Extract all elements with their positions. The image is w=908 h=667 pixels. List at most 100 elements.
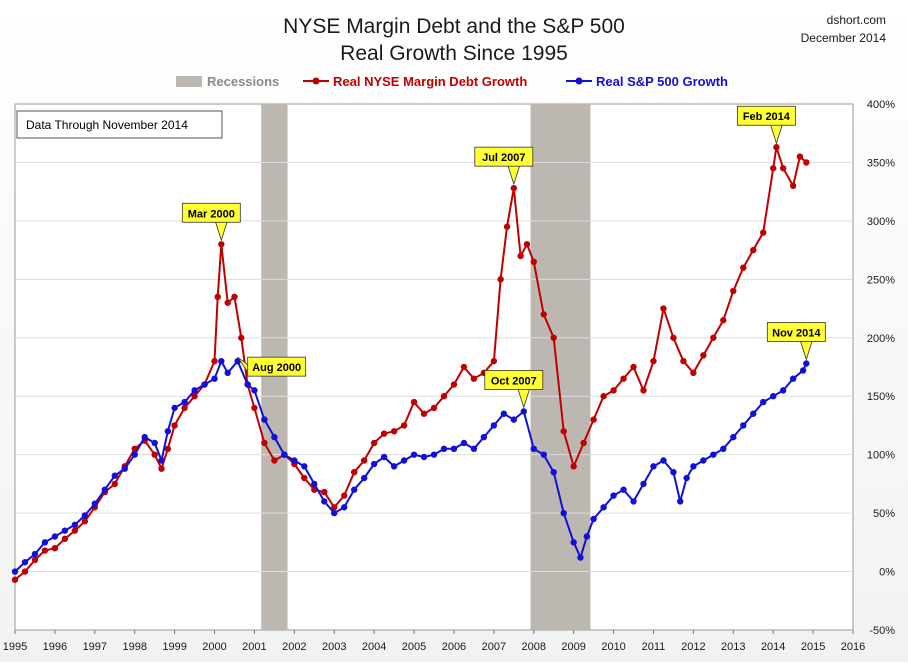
point-sp500 — [670, 469, 677, 476]
point-margin — [620, 375, 627, 382]
x-tick-label: 1996 — [43, 641, 67, 653]
point-sp500 — [181, 398, 188, 406]
point-margin — [710, 334, 717, 341]
point-margin — [238, 334, 245, 341]
point-sp500 — [101, 486, 108, 493]
y-tick-label: 150% — [867, 391, 895, 403]
point-margin — [214, 293, 221, 301]
y-tick-label: 100% — [867, 450, 895, 462]
point-sp500 — [600, 504, 607, 511]
point-sp500 — [799, 367, 807, 374]
point-sp500 — [570, 539, 577, 546]
point-margin — [440, 393, 448, 400]
point-margin — [590, 416, 597, 423]
point-margin — [490, 357, 498, 365]
point-sp500 — [500, 410, 508, 417]
point-margin — [380, 430, 388, 437]
point-sp500 — [261, 416, 268, 423]
point-sp500 — [789, 375, 797, 382]
x-tick-label: 2013 — [721, 641, 745, 653]
point-sp500 — [31, 550, 39, 558]
point-sp500 — [490, 422, 498, 429]
recession-band-2 — [530, 104, 591, 630]
legend-margin-marker — [312, 77, 320, 85]
point-sp500 — [700, 457, 707, 464]
point-sp500 — [218, 357, 225, 365]
point-margin — [211, 357, 218, 365]
point-margin — [251, 404, 258, 412]
point-sp500 — [331, 509, 338, 517]
x-tick-label: 1999 — [162, 641, 186, 653]
point-margin — [779, 165, 787, 172]
point-sp500 — [171, 404, 178, 412]
date-label: December 2014 — [801, 31, 887, 45]
x-tick-label: 2009 — [561, 641, 585, 653]
point-margin — [61, 535, 69, 543]
point-margin — [700, 352, 707, 359]
chart-title-line1: NYSE Margin Debt and the S&P 500 — [283, 15, 625, 38]
point-sp500 — [530, 445, 537, 453]
point-margin — [81, 518, 89, 525]
point-margin — [370, 439, 378, 447]
x-tick-label: 2006 — [442, 641, 466, 653]
point-margin — [171, 422, 178, 429]
y-tick-label: 50% — [873, 508, 895, 520]
point-sp500 — [520, 408, 527, 415]
point-sp500 — [151, 439, 158, 447]
point-sp500 — [660, 457, 667, 464]
point-sp500 — [650, 463, 657, 470]
series-line-margin — [14, 146, 807, 581]
point-margin — [503, 223, 511, 230]
point-margin — [450, 381, 458, 388]
point-sp500 — [803, 360, 810, 367]
point-sp500 — [640, 480, 647, 488]
point-sp500 — [341, 504, 348, 511]
x-tick-label: 2015 — [801, 641, 825, 653]
point-margin — [151, 451, 158, 458]
annotation-box — [247, 356, 307, 377]
annotation-label: Jul 2007 — [482, 152, 525, 164]
point-sp500 — [251, 387, 258, 394]
annotation-6: Nov 2014 — [766, 322, 826, 361]
point-margin — [610, 387, 617, 394]
point-sp500 — [420, 453, 428, 461]
point-sp500 — [577, 554, 584, 561]
annotation-2: Aug 2000 — [237, 356, 307, 377]
point-sp500 — [61, 527, 69, 534]
point-sp500 — [630, 498, 637, 505]
point-margin — [181, 404, 188, 412]
point-sp500 — [480, 433, 488, 441]
point-margin — [350, 469, 358, 476]
point-margin — [231, 293, 238, 301]
point-margin — [740, 264, 747, 271]
point-margin — [420, 410, 428, 417]
point-sp500 — [760, 398, 767, 406]
point-sp500 — [610, 492, 617, 499]
annotation-box — [736, 105, 796, 126]
point-sp500 — [677, 498, 684, 505]
point-sp500 — [430, 451, 438, 458]
annotation-box — [484, 370, 544, 390]
point-margin — [730, 287, 737, 295]
annotation-1: Mar 2000 — [181, 202, 241, 242]
point-sp500 — [158, 457, 165, 464]
point-margin — [11, 576, 19, 583]
axis-layer: 400% 350% 300% 250% 200% 150% 100% 50% 0% -50% 199… — [3, 99, 895, 653]
recession-layer — [261, 104, 591, 630]
point-margin — [720, 317, 727, 324]
point-margin — [21, 568, 29, 575]
annotation-box — [474, 146, 534, 167]
point-sp500 — [750, 410, 757, 417]
x-tick-label: 2008 — [522, 641, 546, 653]
point-margin — [580, 439, 587, 447]
legend: Recessions Real NYSE Margin Debt Growth … — [176, 74, 728, 89]
point-margin — [640, 387, 647, 394]
point-margin — [796, 153, 804, 160]
point-margin — [760, 229, 767, 236]
x-tick-label: 2011 — [642, 641, 666, 653]
point-margin — [390, 428, 398, 435]
y-tick-label: 200% — [867, 333, 895, 345]
point-sp500 — [740, 422, 747, 429]
point-sp500 — [470, 445, 478, 453]
